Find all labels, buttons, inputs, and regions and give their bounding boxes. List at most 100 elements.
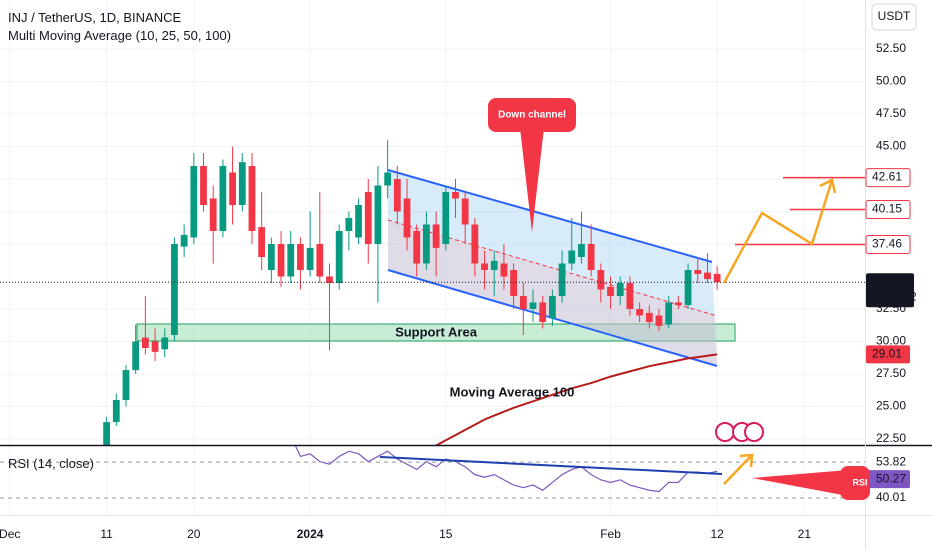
candle-body: [267, 244, 275, 270]
event-icon: [715, 422, 735, 442]
symbol-title: INJ / TetherUS, 1D, BINANCE: [8, 10, 181, 25]
candle-body: [558, 263, 566, 296]
candle-body: [229, 172, 236, 205]
candle-body: [471, 224, 479, 264]
candle-body: [238, 162, 246, 205]
rsi-callout-pointer: [752, 470, 848, 496]
y-tick-label: 50.00: [876, 74, 906, 88]
candle-body: [548, 296, 556, 319]
candle-body: [636, 309, 643, 316]
candle-body: [393, 179, 401, 212]
candle-body: [180, 234, 188, 247]
candle-body: [413, 231, 421, 264]
candle-body: [161, 337, 169, 350]
candle-body: [190, 166, 198, 238]
arrow-head: [819, 178, 837, 194]
x-tick-label: 11: [100, 527, 113, 541]
candle-body: [316, 244, 324, 277]
candle-body: [335, 231, 343, 283]
candle-body: [355, 205, 362, 238]
candle-body: [713, 273, 721, 283]
rsi-tick-label: 53.82: [876, 454, 906, 468]
y-tick-label: 27.50: [876, 366, 906, 380]
candle-body: [432, 224, 440, 248]
currency-box[interactable]: [871, 3, 917, 31]
candle-body: [539, 302, 547, 322]
candle-body: [490, 260, 498, 270]
candle-body: [384, 172, 392, 186]
y-tick-label: 45.00: [876, 139, 906, 153]
x-tick-label: 12: [710, 527, 724, 541]
candle-body: [364, 192, 372, 244]
rsi-arrow-head: [739, 453, 754, 468]
candle-body: [200, 166, 207, 205]
indicator-title: Multi Moving Average (10, 25, 50, 100): [8, 28, 231, 43]
candle-body: [326, 276, 333, 283]
candle-body: [171, 244, 178, 335]
rsi-line: [294, 446, 718, 493]
last-price-label: 34.56: [872, 274, 902, 288]
candle-body: [481, 263, 488, 270]
candle-body: [423, 224, 430, 264]
callout-box: [488, 98, 576, 132]
candle-body: [529, 302, 537, 309]
ma100-line: [435, 353, 718, 445]
x-tick-label: Feb: [600, 527, 621, 541]
candle-body: [287, 244, 295, 277]
y-tick-label: 30.00: [876, 334, 906, 348]
candle-body: [684, 270, 692, 306]
rsi-callout-box: [840, 466, 870, 500]
ma-value-box: [866, 345, 910, 364]
ma-value-label: 29.01: [872, 347, 902, 361]
y-tick-label: 47.50: [876, 106, 906, 120]
candle-body: [219, 166, 227, 231]
support-label: Support Area: [395, 324, 478, 339]
callout-pointer: [520, 128, 544, 232]
y-tick-label: 22.50: [876, 431, 906, 445]
rsi-callout-text: RSI: [852, 477, 867, 487]
candle-body: [248, 166, 256, 231]
channel-upper: [387, 169, 713, 263]
event-icon: [744, 422, 764, 442]
target-label-box: [865, 168, 911, 188]
candle-body: [132, 341, 140, 371]
target-label-box: [865, 200, 911, 220]
candle-body: [151, 341, 159, 352]
candle-body: [277, 244, 285, 277]
candle-body: [510, 270, 518, 296]
candle-body: [645, 312, 653, 322]
candle-body: [694, 270, 702, 274]
candle-body: [452, 192, 459, 199]
ma-label: Moving Average 100: [450, 384, 575, 399]
target-label: 37.46: [872, 237, 902, 251]
candle-body: [442, 192, 450, 244]
candle-body: [519, 296, 527, 309]
x-tick-label: 21: [798, 527, 812, 541]
rsi-tick-label: 40.01: [876, 490, 906, 504]
currency: USDT: [878, 9, 911, 23]
candle-body: [122, 370, 130, 400]
projection-arrow: [722, 179, 834, 284]
candle-body: [665, 302, 673, 325]
target-label-box: [865, 235, 911, 255]
callout-text: Down channel: [498, 110, 566, 121]
candle-body: [141, 337, 149, 348]
rsi-current-label: 50.27: [876, 471, 906, 485]
target-label: 42.61: [872, 170, 902, 184]
rsi-arrow: [723, 454, 753, 485]
candle-body: [112, 400, 120, 423]
rsi-title: RSI (14, close): [8, 456, 94, 471]
candle-body: [403, 198, 411, 238]
candle-body: [103, 422, 110, 445]
x-tick-label: 2024: [297, 527, 324, 541]
candle-body: [704, 272, 711, 280]
rsi-current-box: [866, 470, 910, 489]
candle-body: [616, 283, 624, 296]
target-label: 40.15: [872, 202, 902, 216]
candle-body: [297, 244, 304, 270]
candle-body: [607, 286, 614, 296]
x-tick-label: Dec: [0, 527, 20, 541]
candle-body: [374, 185, 382, 244]
candle-body: [258, 227, 266, 257]
